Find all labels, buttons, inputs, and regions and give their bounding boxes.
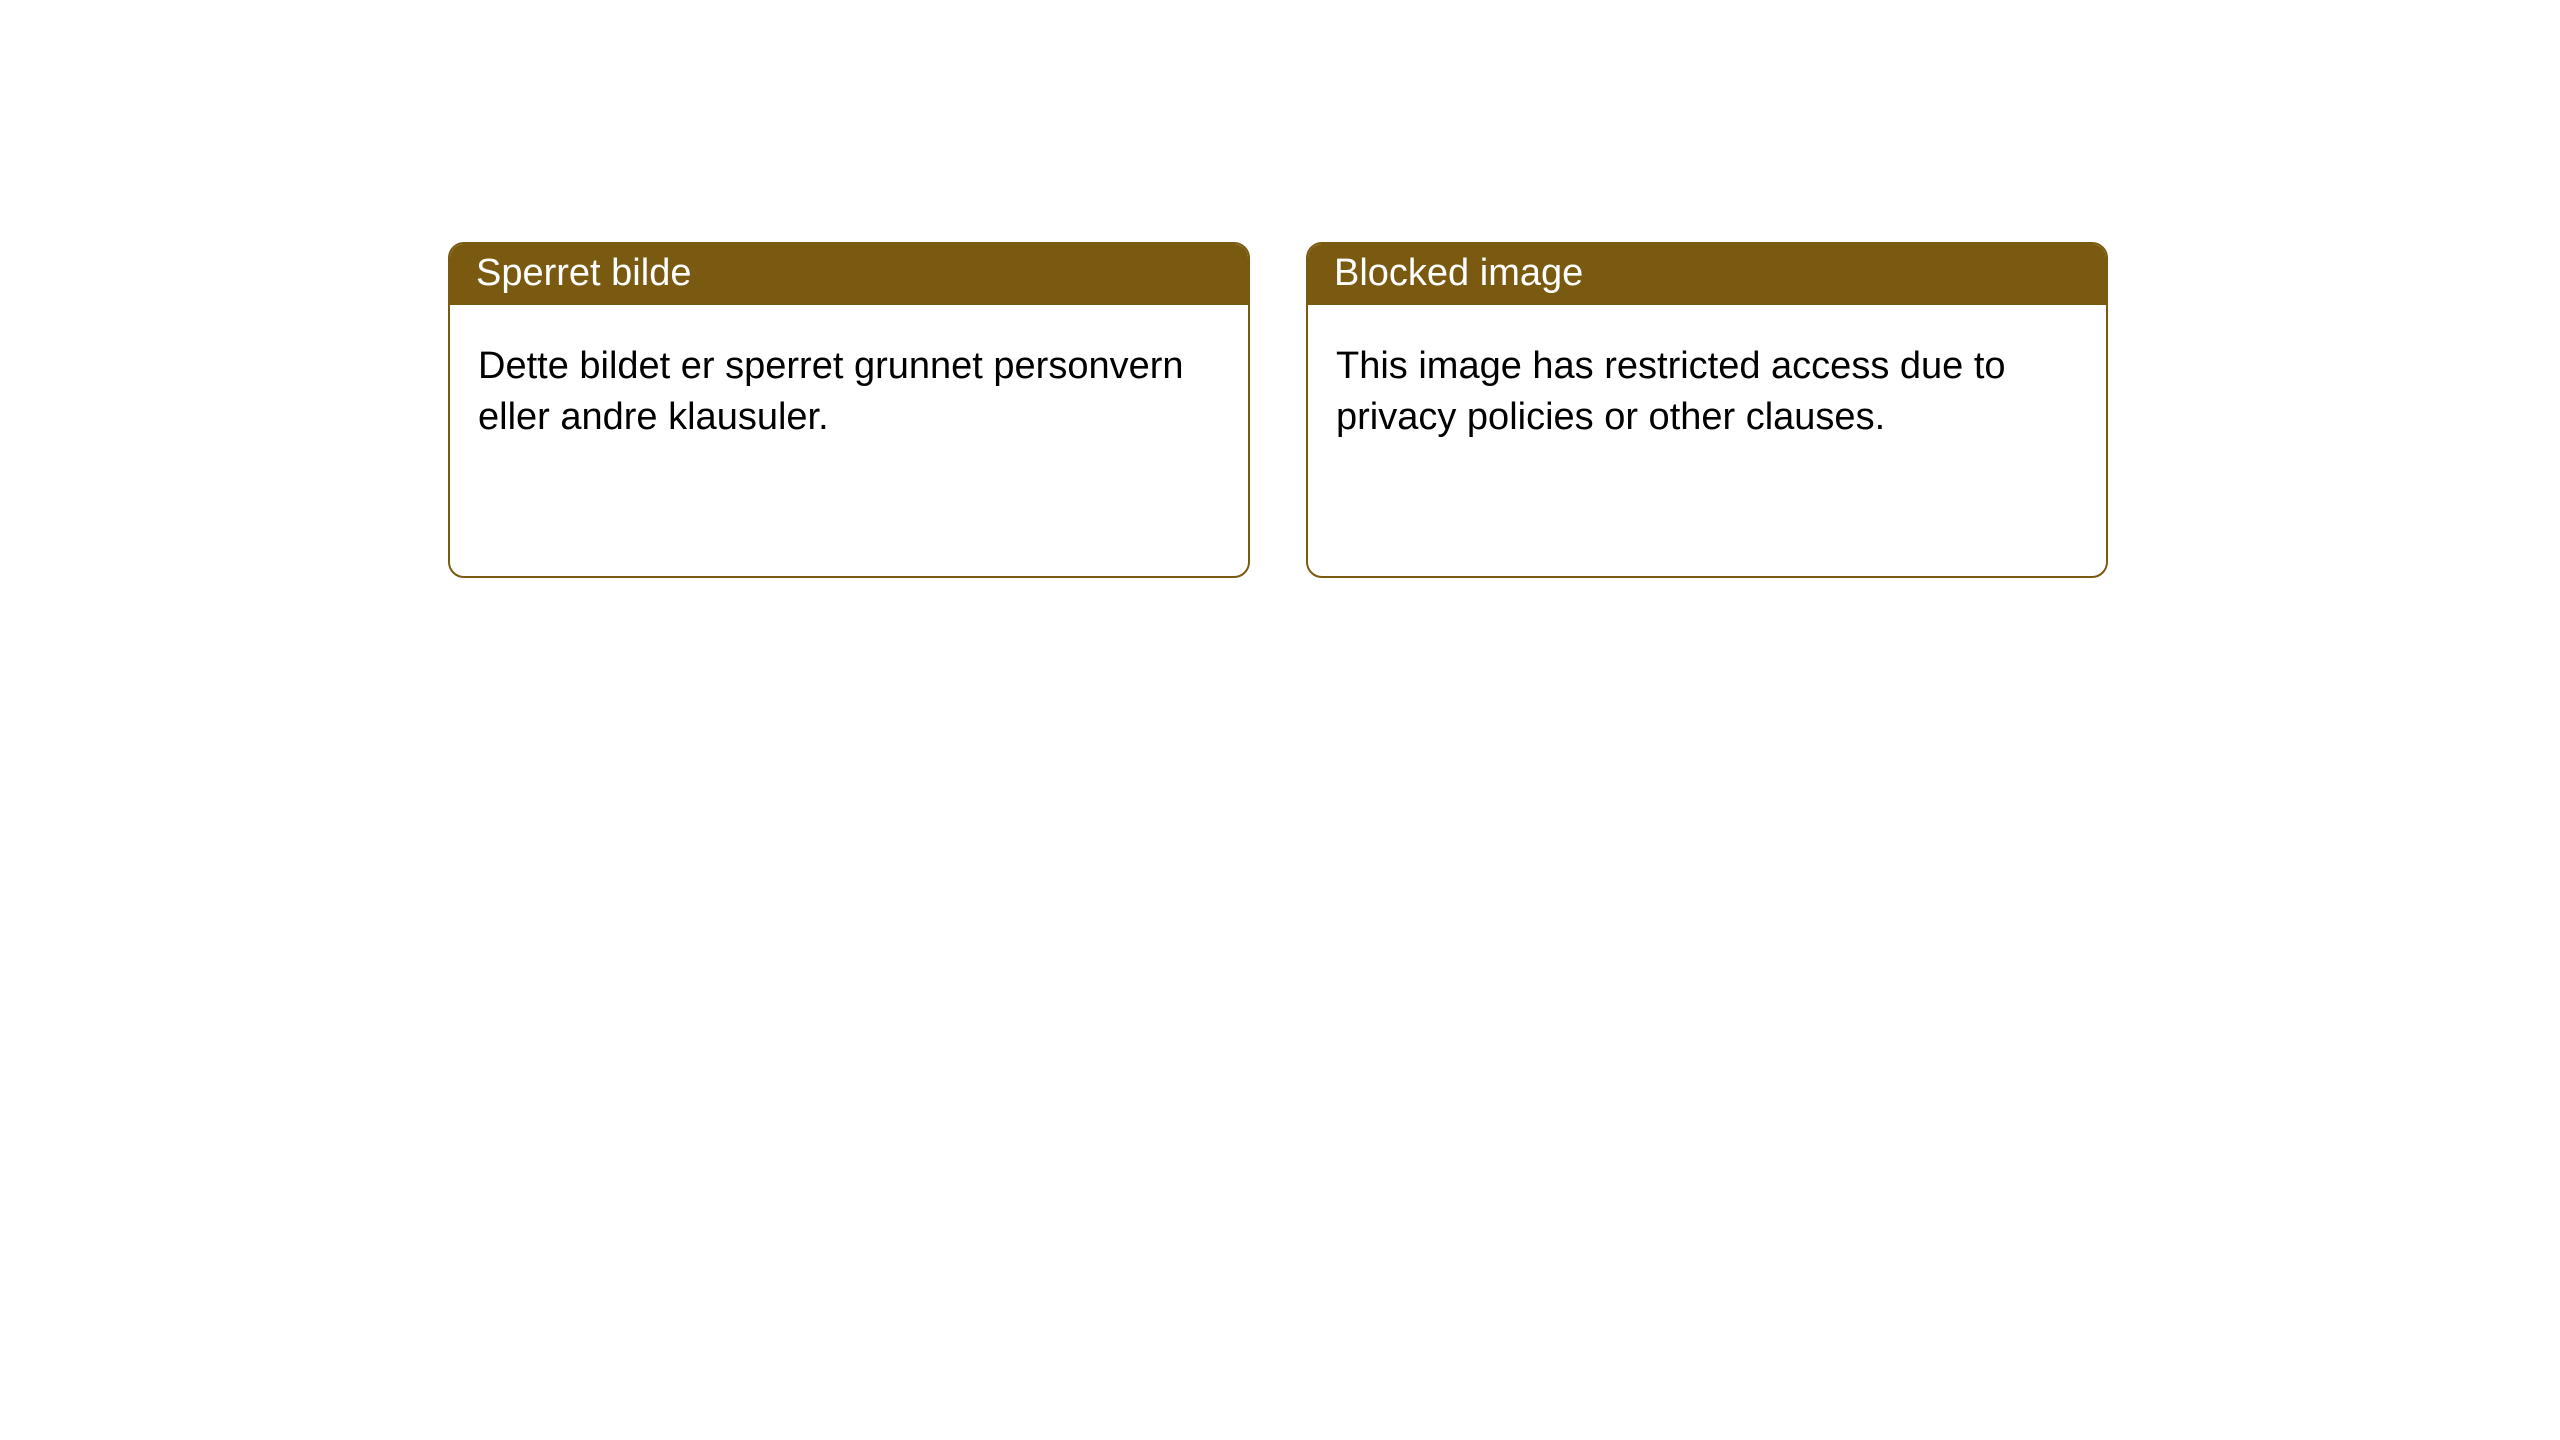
- blocked-image-notice-en: Blocked image This image has restricted …: [1306, 242, 2108, 578]
- notice-message-en: This image has restricted access due to …: [1308, 305, 2106, 444]
- notice-container: Sperret bilde Dette bildet er sperret gr…: [0, 0, 2560, 578]
- notice-title-en: Blocked image: [1308, 244, 2106, 305]
- notice-title-no: Sperret bilde: [450, 244, 1248, 305]
- blocked-image-notice-no: Sperret bilde Dette bildet er sperret gr…: [448, 242, 1250, 578]
- notice-message-no: Dette bildet er sperret grunnet personve…: [450, 305, 1248, 444]
